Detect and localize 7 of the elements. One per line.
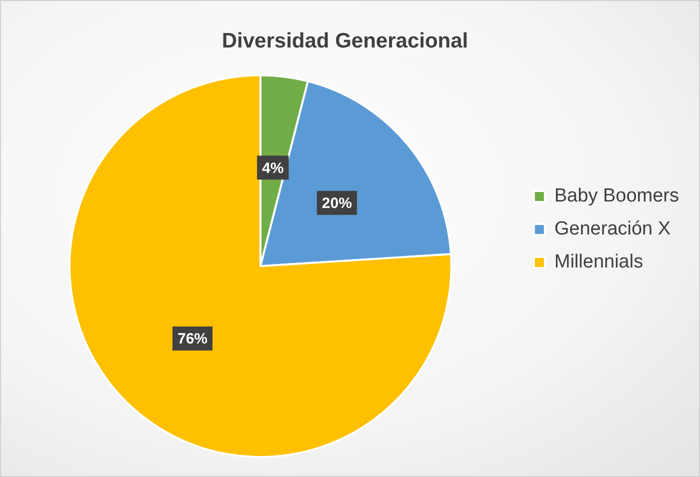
data-label: 76%: [177, 330, 208, 348]
data-label: 20%: [322, 194, 352, 212]
legend-label: Millennials: [554, 252, 644, 273]
legend-label: Baby Boomers: [554, 186, 680, 207]
chart-title: Diversidad Generacional: [222, 29, 468, 52]
legend-label: Generación X: [554, 218, 671, 240]
data-label: 4%: [262, 160, 284, 177]
